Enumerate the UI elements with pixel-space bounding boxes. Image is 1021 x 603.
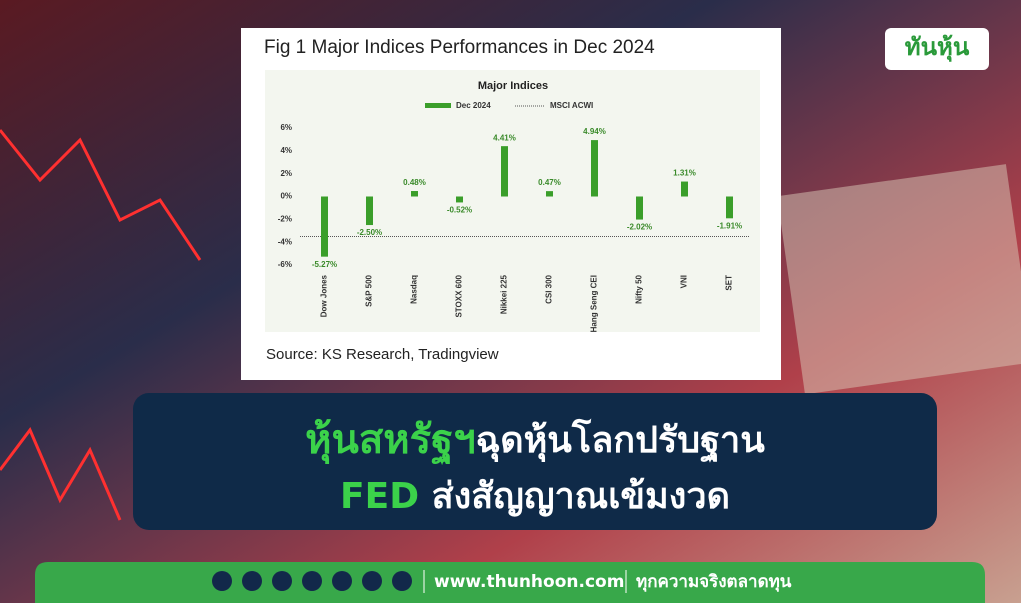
- decor-line: [0, 427, 122, 521]
- bar: [636, 196, 643, 220]
- footer-slogan: ทุกความจริงตลาดทุน: [636, 572, 792, 592]
- x-tick-label: SET: [725, 275, 734, 291]
- icon-youtube[interactable]: [242, 571, 262, 591]
- y-tick-label: -2%: [278, 214, 292, 223]
- value-label: 0.47%: [538, 178, 561, 187]
- brand-logo: ทันหุ้น: [885, 28, 989, 70]
- bar: [681, 181, 688, 197]
- icon-tiktok[interactable]: [272, 571, 292, 591]
- icon-x[interactable]: [332, 571, 352, 591]
- bar: [321, 196, 328, 257]
- legend-label: MSCI ACWI: [550, 101, 593, 110]
- chart-title: Major Indices: [478, 80, 548, 92]
- legend-swatch: [425, 103, 451, 108]
- y-tick-label: -4%: [278, 237, 292, 246]
- x-tick-label: CSI 300: [545, 274, 554, 303]
- value-label: 0.48%: [403, 178, 426, 187]
- social-icons: [212, 571, 412, 591]
- x-tick-label: STOXX 600: [455, 274, 464, 317]
- y-tick-label: 6%: [280, 123, 292, 132]
- x-tick-label: Nifty 50: [635, 274, 644, 303]
- headline-line2: FED ส่งสัญญาณเข้มงวด: [340, 476, 730, 517]
- decor-line: [0, 129, 202, 261]
- x-tick-label: Dow Jones: [320, 274, 329, 317]
- logo-text: ทันหุ้น: [905, 33, 970, 63]
- value-label: -5.27%: [312, 260, 337, 269]
- bar: [501, 146, 508, 197]
- bar: [726, 196, 733, 219]
- footer-website[interactable]: www.thunhoon.com: [434, 572, 624, 592]
- y-tick-label: -6%: [278, 260, 292, 269]
- icon-play[interactable]: [362, 571, 382, 591]
- plot-panel: [265, 70, 760, 332]
- x-tick-label: Nasdaq: [410, 275, 419, 304]
- headline-highlight: หุ้นสหรัฐฯ: [305, 417, 476, 466]
- x-tick-label: Nikkei 225: [500, 274, 509, 314]
- footer-bar: [35, 562, 985, 603]
- source: Source: KS Research, Tradingview: [266, 346, 499, 363]
- value-label: 4.41%: [493, 133, 516, 142]
- value-label: -2.50%: [357, 228, 382, 237]
- legend-label: Dec 2024: [456, 101, 491, 110]
- bar: [591, 140, 598, 197]
- value-label: -0.52%: [447, 206, 472, 215]
- logo-bg: [885, 28, 989, 70]
- figure-title: Fig 1 Major Indices Performances in Dec …: [264, 37, 655, 58]
- value-label: 4.94%: [583, 127, 606, 136]
- bar: [411, 191, 418, 197]
- value-label: 1.31%: [673, 169, 696, 178]
- headline-box: [133, 393, 937, 530]
- value-label: -1.91%: [717, 221, 742, 230]
- x-tick-label: Hang Seng CEI: [590, 275, 599, 332]
- icon-instagram[interactable]: [392, 571, 412, 591]
- bar: [366, 196, 373, 226]
- y-tick-label: 0%: [280, 192, 292, 201]
- headline-text: ส่งสัญญาณเข้มงวด: [419, 476, 730, 517]
- bar: [456, 196, 463, 203]
- y-tick-label: 4%: [280, 146, 292, 155]
- x-tick-label: S&P 500: [365, 274, 374, 306]
- headline-text: ฉุดหุ้นโลกปรับฐาน: [476, 418, 766, 463]
- y-tick-label: 2%: [280, 169, 292, 178]
- headline-highlight: FED: [340, 476, 419, 517]
- icon-telegram[interactable]: [302, 571, 322, 591]
- headline-line1: หุ้นสหรัฐฯฉุดหุ้นโลกปรับฐาน: [305, 417, 765, 466]
- bar: [546, 191, 553, 197]
- icon-facebook[interactable]: [212, 571, 232, 591]
- decor-banknote: [777, 164, 1021, 395]
- value-label: -2.02%: [627, 223, 652, 232]
- x-tick-label: VNI: [680, 275, 689, 288]
